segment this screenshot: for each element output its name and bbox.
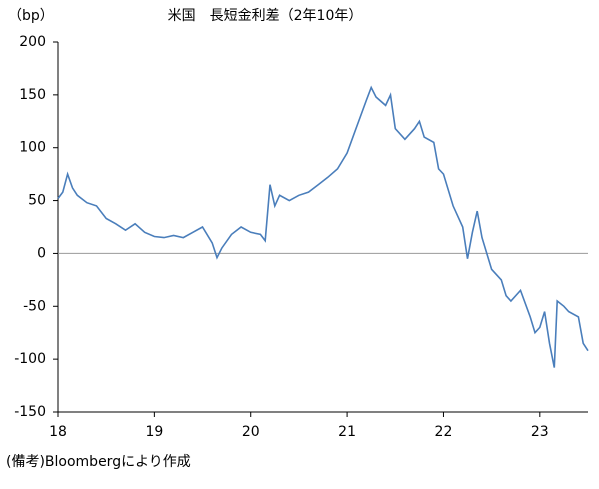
y-tick-label: 0 <box>37 245 46 261</box>
x-tick-label: 20 <box>242 424 260 440</box>
y-tick-label: -50 <box>23 298 46 314</box>
x-tick-label: 19 <box>145 424 163 440</box>
y-tick-label: 200 <box>19 34 46 50</box>
y-tick-label: -150 <box>14 404 46 420</box>
y-axis-label: （bp） <box>8 8 54 24</box>
y-tick-label: 50 <box>28 193 46 209</box>
data-line <box>57 85 589 368</box>
x-tick-label: 18 <box>49 424 67 440</box>
chart-title: 米国 長短金利差（2年10年） <box>168 8 363 24</box>
y-tick-label: -100 <box>14 351 46 367</box>
x-tick-label: 23 <box>531 424 549 440</box>
y-tick-label: 150 <box>19 87 46 103</box>
y-tick-label: 100 <box>19 140 46 156</box>
note: (備考)Bloombergにより作成 <box>6 454 191 470</box>
x-tick-label: 22 <box>435 424 453 440</box>
x-tick-label: 21 <box>338 424 356 440</box>
